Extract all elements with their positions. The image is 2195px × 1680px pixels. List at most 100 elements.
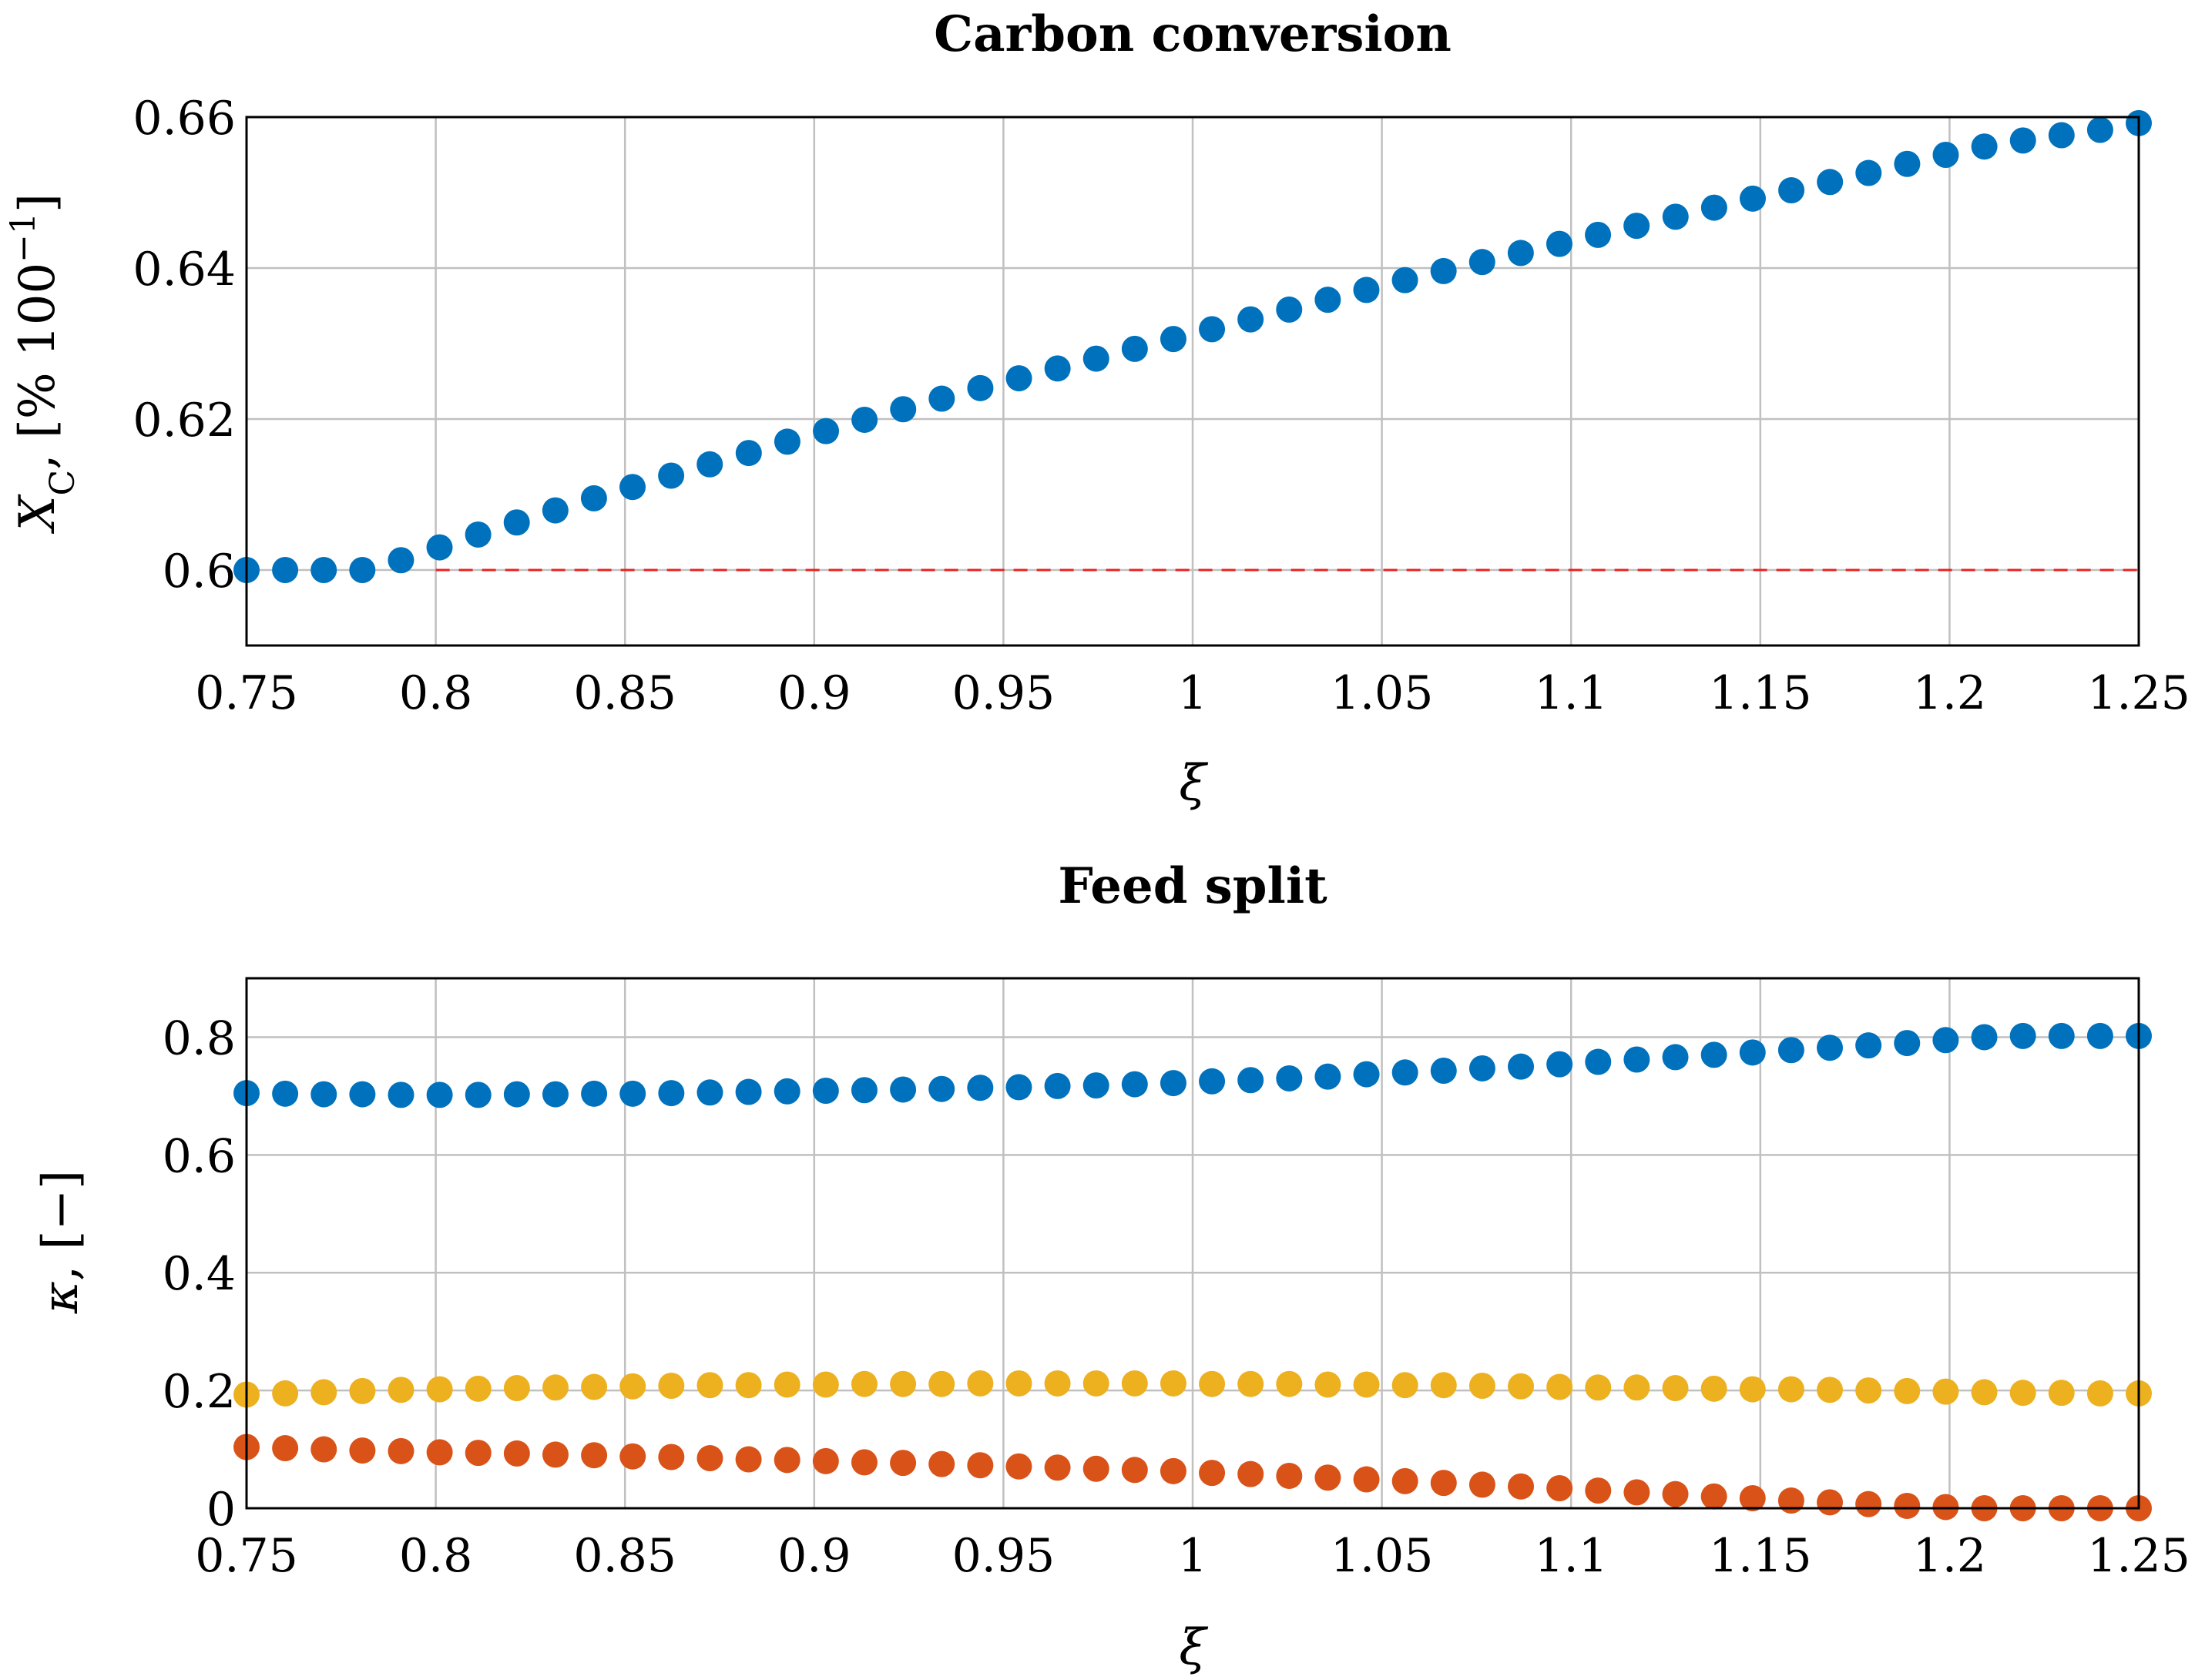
top-point-xc xyxy=(1894,150,1921,177)
carbon-conversion-title: Carbon conversion xyxy=(934,5,1452,63)
bottom-point-κ1 xyxy=(1082,1072,1109,1099)
top-x-axis-label: ξ xyxy=(1179,755,1208,812)
bottom-grid xyxy=(245,978,2140,1510)
bottom-x-tick-label: 0.85 xyxy=(573,1529,676,1583)
bottom-point-κ1 xyxy=(1894,1030,1921,1057)
top-y-tick-label: 0.62 xyxy=(133,394,236,448)
bottom-point-κ2 xyxy=(1160,1370,1186,1397)
top-point-xc xyxy=(1391,267,1418,293)
top-point-xc xyxy=(890,396,917,423)
bottom-point-κ3 xyxy=(503,1440,530,1467)
bottom-point-κ1 xyxy=(349,1081,376,1108)
top-point-xc xyxy=(967,374,994,401)
bottom-y-tick-label: 0.8 xyxy=(163,1011,236,1065)
bottom-point-κ2 xyxy=(426,1376,453,1403)
top-point-xc xyxy=(928,385,955,412)
bottom-point-κ1 xyxy=(1237,1067,1264,1094)
bottom-point-κ1 xyxy=(503,1081,530,1108)
bottom-x-tick-label: 0.95 xyxy=(952,1529,1056,1583)
bottom-point-κ2 xyxy=(388,1377,414,1403)
top-point-xc xyxy=(1507,240,1534,267)
bottom-point-κ1 xyxy=(1005,1074,1032,1101)
bottom-point-κ1 xyxy=(1121,1071,1148,1098)
bottom-point-κ1 xyxy=(1430,1058,1457,1085)
bottom-y-tick-labels: 0 0.2 0.4 0.6 0.8 xyxy=(163,1011,236,1537)
bottom-point-κ1 xyxy=(542,1081,569,1108)
bottom-x-tick-label: 0.8 xyxy=(399,1529,472,1583)
bottom-point-κ2 xyxy=(1005,1370,1032,1397)
top-point-xc xyxy=(1546,230,1572,257)
top-point-xc xyxy=(580,485,607,511)
top-x-tick-label: 1 xyxy=(1178,666,1207,720)
top-y-axis-exponent: −1 xyxy=(4,213,43,263)
bottom-point-κ3 xyxy=(890,1450,917,1477)
top-y-tick-labels: 0.6 0.62 0.64 0.66 xyxy=(133,92,236,599)
top-point-xc xyxy=(426,534,453,561)
bottom-point-κ1 xyxy=(1971,1024,1998,1051)
top-point-xc xyxy=(1237,306,1264,333)
bottom-point-κ3 xyxy=(1855,1491,1882,1517)
top-x-tick-label: 0.75 xyxy=(195,666,298,720)
bottom-point-κ2 xyxy=(1585,1374,1612,1401)
bottom-point-κ3 xyxy=(1508,1473,1535,1500)
bottom-point-κ1 xyxy=(1932,1027,1959,1054)
bottom-point-κ3 xyxy=(1777,1487,1804,1514)
top-point-xc xyxy=(542,497,569,524)
bottom-point-κ1 xyxy=(388,1081,414,1108)
bottom-point-κ1 xyxy=(1855,1032,1882,1059)
top-y-tick-label: 0.66 xyxy=(133,92,236,146)
bottom-point-κ1 xyxy=(1314,1063,1341,1090)
top-x-tick-label: 1.15 xyxy=(1709,666,1812,720)
bottom-point-κ3 xyxy=(1121,1457,1148,1484)
bottom-point-κ1 xyxy=(310,1081,337,1108)
top-y-axis-unit: , [% 100 xyxy=(9,263,66,470)
top-point-xc xyxy=(1778,177,1805,204)
bottom-point-κ1 xyxy=(619,1080,646,1107)
bottom-point-κ1 xyxy=(967,1075,994,1102)
bottom-point-κ2 xyxy=(1391,1372,1418,1399)
bottom-point-κ1 xyxy=(1662,1044,1689,1071)
bottom-point-κ2 xyxy=(851,1370,878,1397)
bottom-point-κ3 xyxy=(1237,1460,1264,1487)
bottom-point-κ3 xyxy=(310,1436,337,1463)
top-point-xc xyxy=(1855,159,1882,186)
top-point-xc xyxy=(1160,326,1186,353)
bottom-data-points xyxy=(233,1022,2152,1521)
top-x-tick-label: 1.2 xyxy=(1913,666,1986,720)
bottom-point-κ3 xyxy=(388,1437,414,1464)
bottom-point-κ3 xyxy=(1199,1460,1226,1487)
bottom-point-κ1 xyxy=(1739,1039,1766,1066)
top-point-xc xyxy=(1430,257,1457,284)
top-point-xc xyxy=(349,557,376,583)
top-point-xc xyxy=(2009,127,2036,154)
top-point-xc xyxy=(1932,142,1959,168)
bottom-point-κ2 xyxy=(774,1371,800,1398)
bottom-point-κ2 xyxy=(1546,1373,1573,1400)
bottom-point-κ1 xyxy=(1199,1068,1226,1095)
bottom-point-κ3 xyxy=(1817,1489,1844,1516)
bottom-point-κ1 xyxy=(928,1075,955,1102)
bottom-x-tick-label: 1.05 xyxy=(1331,1529,1434,1583)
top-y-axis-symbol: X xyxy=(9,494,66,535)
bottom-point-κ3 xyxy=(696,1445,723,1472)
bottom-y-tick-label: 0.2 xyxy=(163,1365,236,1419)
bottom-point-κ2 xyxy=(1508,1373,1535,1400)
bottom-x-axis-label: ξ xyxy=(1179,1619,1208,1676)
bottom-point-κ2 xyxy=(2086,1380,2113,1407)
bottom-point-κ2 xyxy=(1044,1370,1071,1397)
bottom-point-κ3 xyxy=(1739,1485,1766,1512)
bottom-point-κ1 xyxy=(1585,1048,1612,1075)
bottom-x-tick-label: 1.15 xyxy=(1709,1529,1812,1583)
top-point-xc xyxy=(1005,365,1032,392)
top-point-xc xyxy=(1044,355,1071,382)
bottom-point-κ1 xyxy=(1276,1065,1303,1091)
bottom-point-κ2 xyxy=(1082,1370,1109,1397)
bottom-point-κ1 xyxy=(851,1077,878,1104)
bottom-point-κ3 xyxy=(272,1435,299,1462)
bottom-point-κ3 xyxy=(1353,1466,1380,1493)
bottom-point-κ2 xyxy=(1314,1371,1341,1398)
top-point-xc xyxy=(1971,133,1998,160)
bottom-point-κ1 xyxy=(2086,1022,2113,1049)
bottom-point-κ3 xyxy=(1160,1457,1186,1484)
top-point-xc xyxy=(619,474,646,501)
